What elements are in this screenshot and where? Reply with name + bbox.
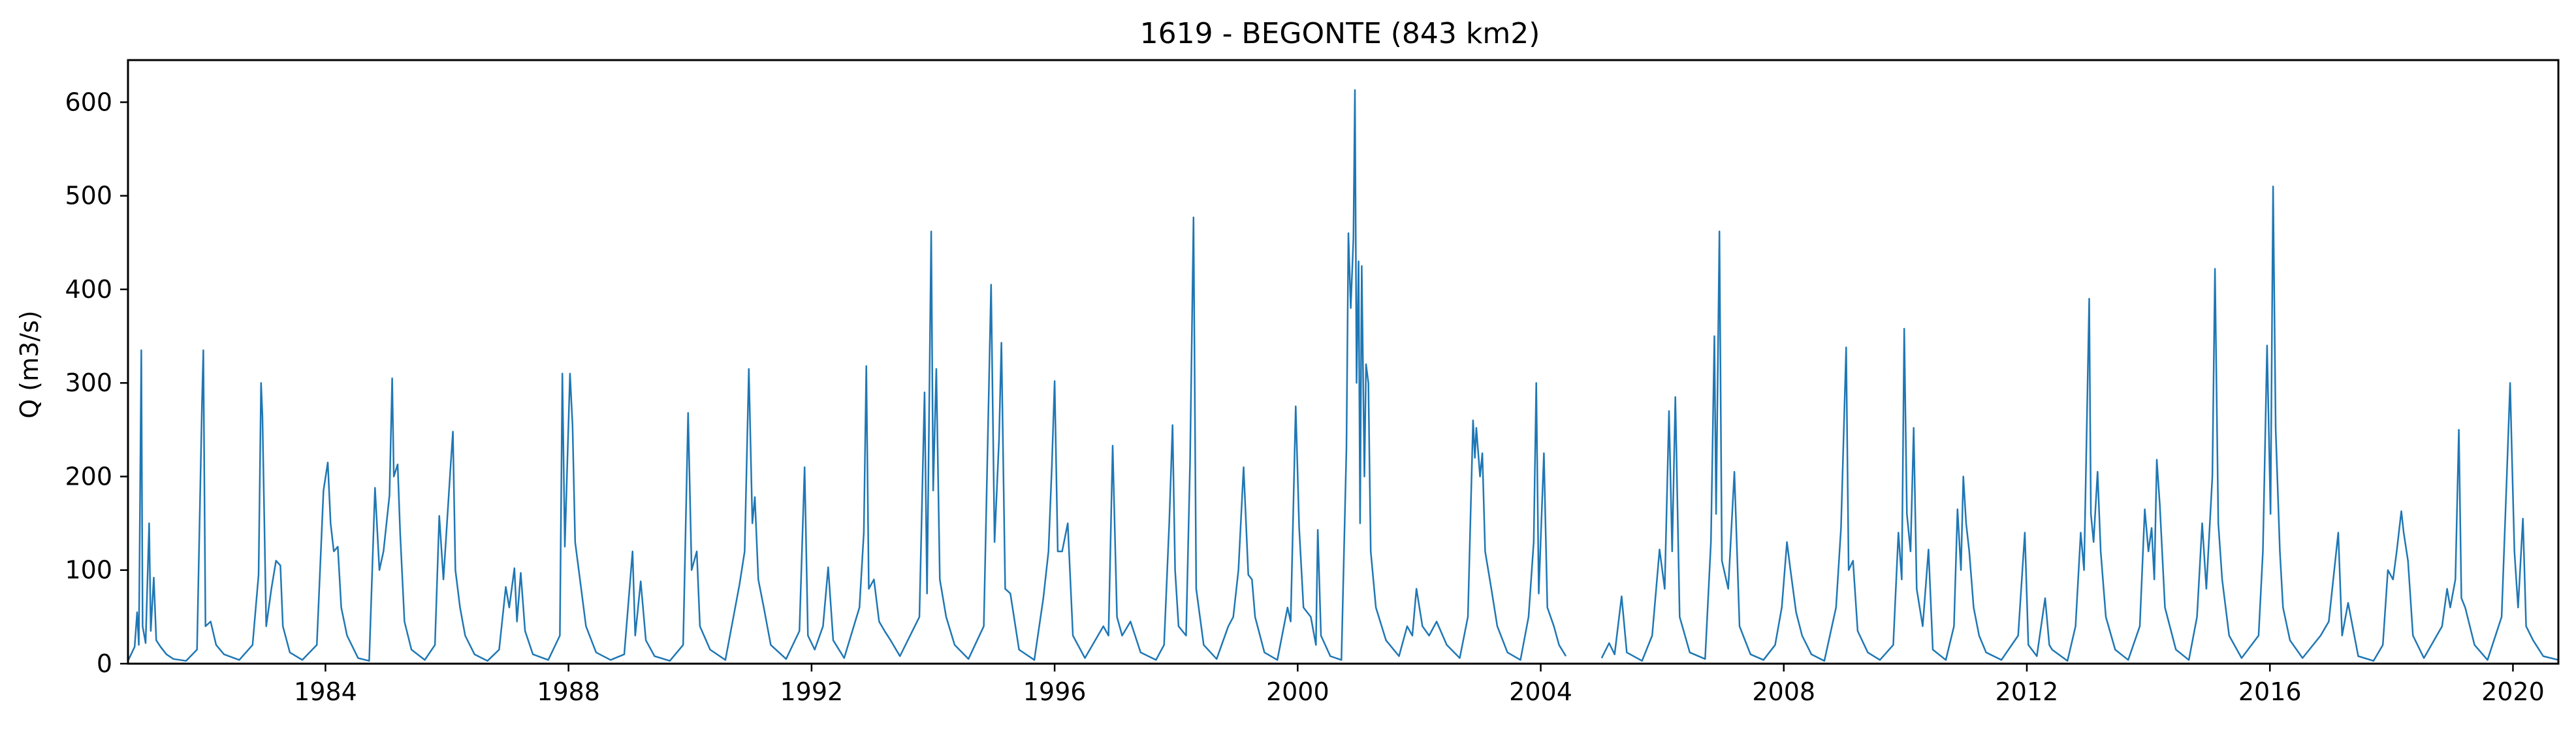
- y-tick-label: 100: [65, 556, 112, 585]
- x-tick-label: 2004: [1509, 677, 1572, 706]
- x-tick-label: 1996: [1023, 677, 1087, 706]
- x-tick-label: 1992: [780, 677, 844, 706]
- x-tick-label: 1988: [537, 677, 600, 706]
- chart-title: 1619 - BEGONTE (843 km2): [1140, 17, 1540, 50]
- plot-frame: [127, 59, 2560, 665]
- x-axis: 1984 1988 1992 1996 2000 2004 2008 2012 2016 2020: [294, 664, 2545, 706]
- x-tick-label: 2012: [1996, 677, 2059, 706]
- y-tick-label: 400: [65, 275, 112, 304]
- y-tick-label: 600: [65, 88, 112, 116]
- y-axis: 0 100 200 300 400 500 600: [65, 88, 128, 678]
- x-tick-label: 2016: [2238, 677, 2302, 706]
- x-tick-label: 2000: [1266, 677, 1329, 706]
- y-axis-label: Q (m3/s): [15, 310, 44, 418]
- y-tick-label: 0: [97, 649, 112, 678]
- plot-area: [128, 89, 2558, 662]
- y-tick-label: 300: [65, 368, 112, 397]
- y-tick-label: 500: [65, 182, 112, 210]
- x-tick-label: 2020: [2481, 677, 2545, 706]
- y-tick-label: 200: [65, 462, 112, 491]
- x-tick-label: 1984: [294, 677, 357, 706]
- x-tick-label: 2008: [1752, 677, 1815, 706]
- series-line-0: [128, 89, 2558, 662]
